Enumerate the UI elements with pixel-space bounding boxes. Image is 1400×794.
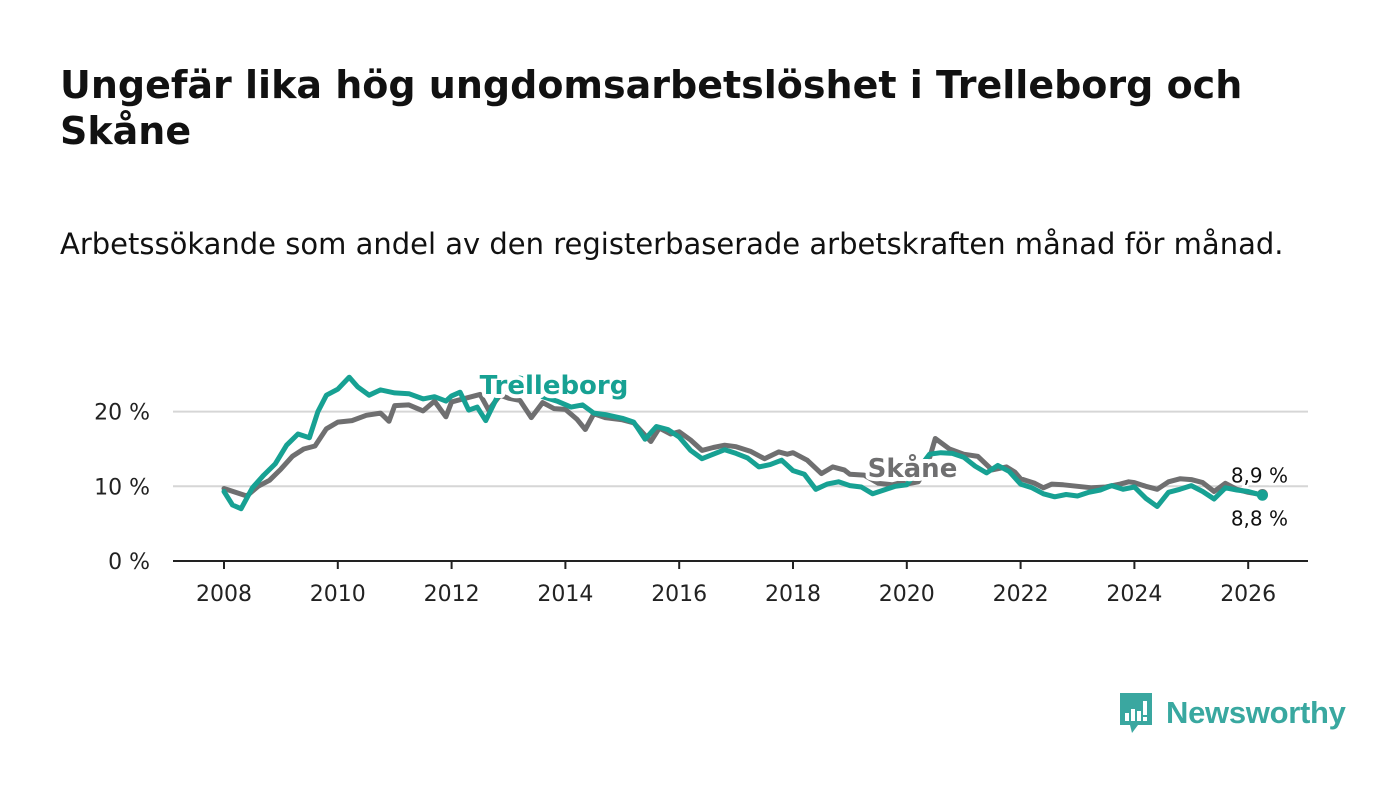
x-tick-label: 2022	[993, 582, 1049, 607]
series-label-trelleborg: Trelleborg	[480, 371, 629, 401]
line-chart: 0 % 10 % 20 % 2008 2010 2012 2014 2016 2018 2020 2…	[94, 367, 1308, 607]
end-label-trelleborg: 8,8 %	[1231, 506, 1288, 530]
x-tick-label: 2012	[424, 582, 480, 607]
series-line-sk-ne	[221, 391, 1265, 499]
x-tick-label: 2020	[879, 582, 935, 607]
series-label-skane: Skåne	[868, 452, 958, 484]
newsworthy-logo[interactable]: Newsworthy	[1118, 690, 1346, 736]
x-tick-label: 2008	[196, 582, 252, 607]
brand-name: Newsworthy	[1166, 695, 1346, 730]
chart-subtitle: Arbetssökande som andel av den registerb…	[60, 227, 1284, 261]
y-tick-label: 10 %	[94, 475, 150, 500]
end-point-trelleborg	[1256, 489, 1268, 501]
x-tick-label: 2018	[765, 582, 821, 607]
x-tick-label: 2026	[1220, 582, 1276, 607]
x-tick-label: 2024	[1106, 582, 1162, 607]
series-line-trelleborg	[221, 374, 1265, 512]
x-tick-label: 2016	[651, 582, 707, 607]
y-tick-label: 0 %	[108, 550, 150, 575]
chart-title: Ungefär lika hög ungdomsarbetslöshet i T…	[60, 63, 1243, 153]
end-label-skane: 8,9 %	[1231, 464, 1288, 488]
y-tick-label: 20 %	[94, 401, 150, 426]
newsworthy-logo-icon	[1120, 693, 1152, 733]
x-tick-label: 2014	[537, 582, 593, 607]
x-tick-label: 2010	[310, 582, 366, 607]
